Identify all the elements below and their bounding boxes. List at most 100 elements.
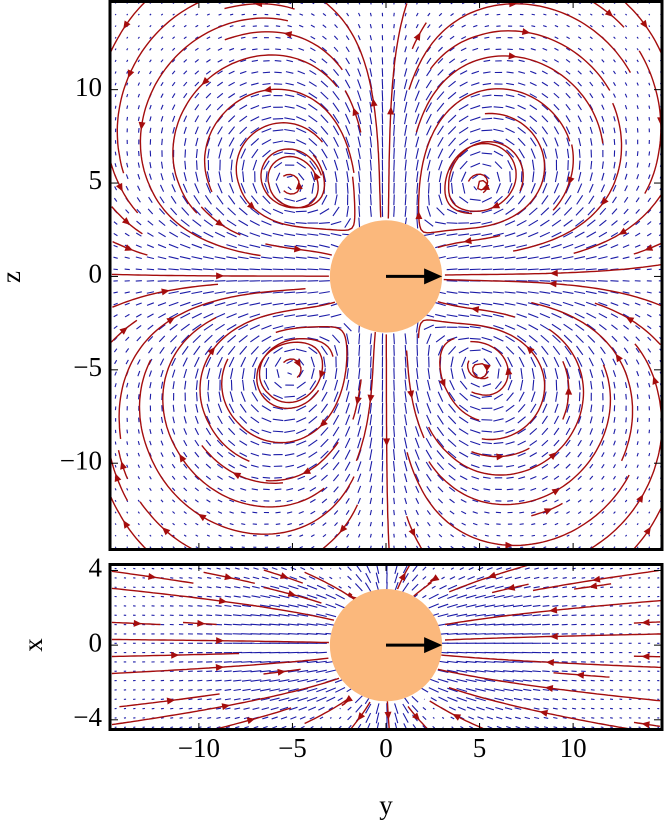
vector-arrow	[577, 92, 582, 99]
vector-arrow	[251, 356, 258, 368]
vector-arrow	[253, 368, 256, 380]
vector-arrow	[291, 725, 296, 729]
vector-arrow	[229, 391, 234, 403]
vector-arrow	[402, 582, 410, 593]
vector-arrow	[114, 394, 117, 399]
vector-arrow	[403, 449, 408, 461]
vector-arrow	[307, 256, 319, 260]
vector-arrow	[260, 256, 272, 259]
vector-arrow	[436, 438, 445, 448]
vector-arrow	[137, 534, 140, 537]
vector-arrow	[517, 104, 526, 110]
vector-arrow	[357, 68, 362, 77]
vector-arrow	[505, 417, 515, 423]
vector-arrow	[532, 614, 541, 617]
vector-arrow	[566, 546, 570, 549]
vector-arrow	[227, 207, 236, 216]
vector-arrow	[217, 126, 223, 135]
vector-arrow	[137, 382, 140, 388]
vector-arrow	[344, 102, 351, 113]
vector-arrow	[332, 449, 340, 460]
vector-arrow	[458, 138, 469, 146]
vector-arrow	[446, 314, 458, 318]
vector-arrow	[456, 660, 468, 664]
vector-arrow	[226, 231, 237, 238]
vector-arrow	[308, 451, 318, 458]
vector-arrow	[300, 567, 306, 571]
vector-arrow	[261, 429, 272, 434]
stream-arrowhead	[505, 541, 514, 549]
vector-arrow	[623, 347, 629, 354]
vector-arrow	[565, 70, 571, 75]
vector-arrow	[533, 576, 540, 580]
vector-arrow	[250, 416, 260, 424]
vector-arrow	[253, 726, 259, 729]
vector-arrow	[481, 209, 493, 214]
streamline	[283, 173, 300, 195]
vector-arrow	[552, 586, 558, 589]
vector-arrow	[562, 268, 574, 271]
vector-arrow	[599, 207, 607, 216]
vector-arrow	[647, 197, 652, 203]
vector-arrow	[601, 381, 605, 389]
vector-arrow	[553, 356, 560, 368]
vector-arrow	[404, 205, 407, 217]
vector-arrow	[591, 567, 595, 570]
vector-arrow	[242, 379, 245, 391]
vector-arrow	[234, 586, 241, 589]
vector-arrow	[322, 24, 327, 28]
vector-arrow	[533, 707, 540, 710]
vector-arrow	[635, 347, 640, 353]
vector-arrow	[518, 71, 526, 74]
stream-arrowhead	[463, 237, 472, 245]
vector-arrow	[404, 533, 407, 538]
vector-arrow	[191, 231, 202, 238]
vector-arrow	[239, 452, 248, 457]
vector-arrow	[249, 232, 261, 237]
vector-arrow	[522, 661, 533, 663]
vector-arrow	[181, 195, 189, 205]
vector-arrow	[437, 403, 444, 414]
vector-arrow	[468, 716, 475, 720]
vector-arrow	[357, 124, 362, 136]
vector-arrow	[635, 197, 640, 203]
vector-arrow	[237, 268, 249, 271]
vector-arrow	[206, 605, 212, 607]
vector-arrow	[369, 57, 373, 65]
vector-arrow	[286, 488, 294, 491]
vector-arrow	[250, 346, 259, 355]
vector-arrow	[458, 337, 470, 341]
vector-arrow	[437, 678, 449, 683]
vector-arrow	[447, 603, 458, 608]
vector-arrow	[636, 546, 639, 549]
vector-arrow	[648, 394, 651, 399]
vector-arrow	[289, 576, 298, 580]
vector-arrow	[469, 394, 481, 400]
vector-arrow	[149, 440, 152, 446]
vector-arrow	[333, 403, 339, 414]
stream-arrowhead	[487, 571, 497, 579]
vector-arrow	[124, 256, 130, 259]
vector-arrow	[226, 313, 237, 319]
x-tick-label: 0	[379, 733, 393, 763]
vector-arrow	[251, 595, 261, 598]
vector-arrow	[216, 716, 221, 719]
vector-arrow	[624, 499, 628, 503]
vector-arrow	[113, 244, 118, 248]
stream-arrowhead	[283, 31, 293, 39]
vector-arrow	[599, 219, 607, 227]
vector-arrow	[239, 464, 247, 469]
vector-arrow	[469, 233, 481, 236]
vector-arrow	[562, 290, 574, 295]
vector-arrow	[578, 160, 581, 170]
vector-arrow	[172, 47, 176, 51]
vector-arrow	[506, 71, 514, 74]
streamline	[467, 173, 489, 194]
vector-arrow	[124, 232, 130, 237]
vector-arrow	[172, 534, 175, 537]
vector-arrow	[465, 688, 477, 692]
vector-arrow	[228, 356, 235, 368]
vector-arrow	[285, 464, 294, 468]
vector-arrow	[571, 698, 577, 701]
vector-arrow	[239, 82, 247, 86]
